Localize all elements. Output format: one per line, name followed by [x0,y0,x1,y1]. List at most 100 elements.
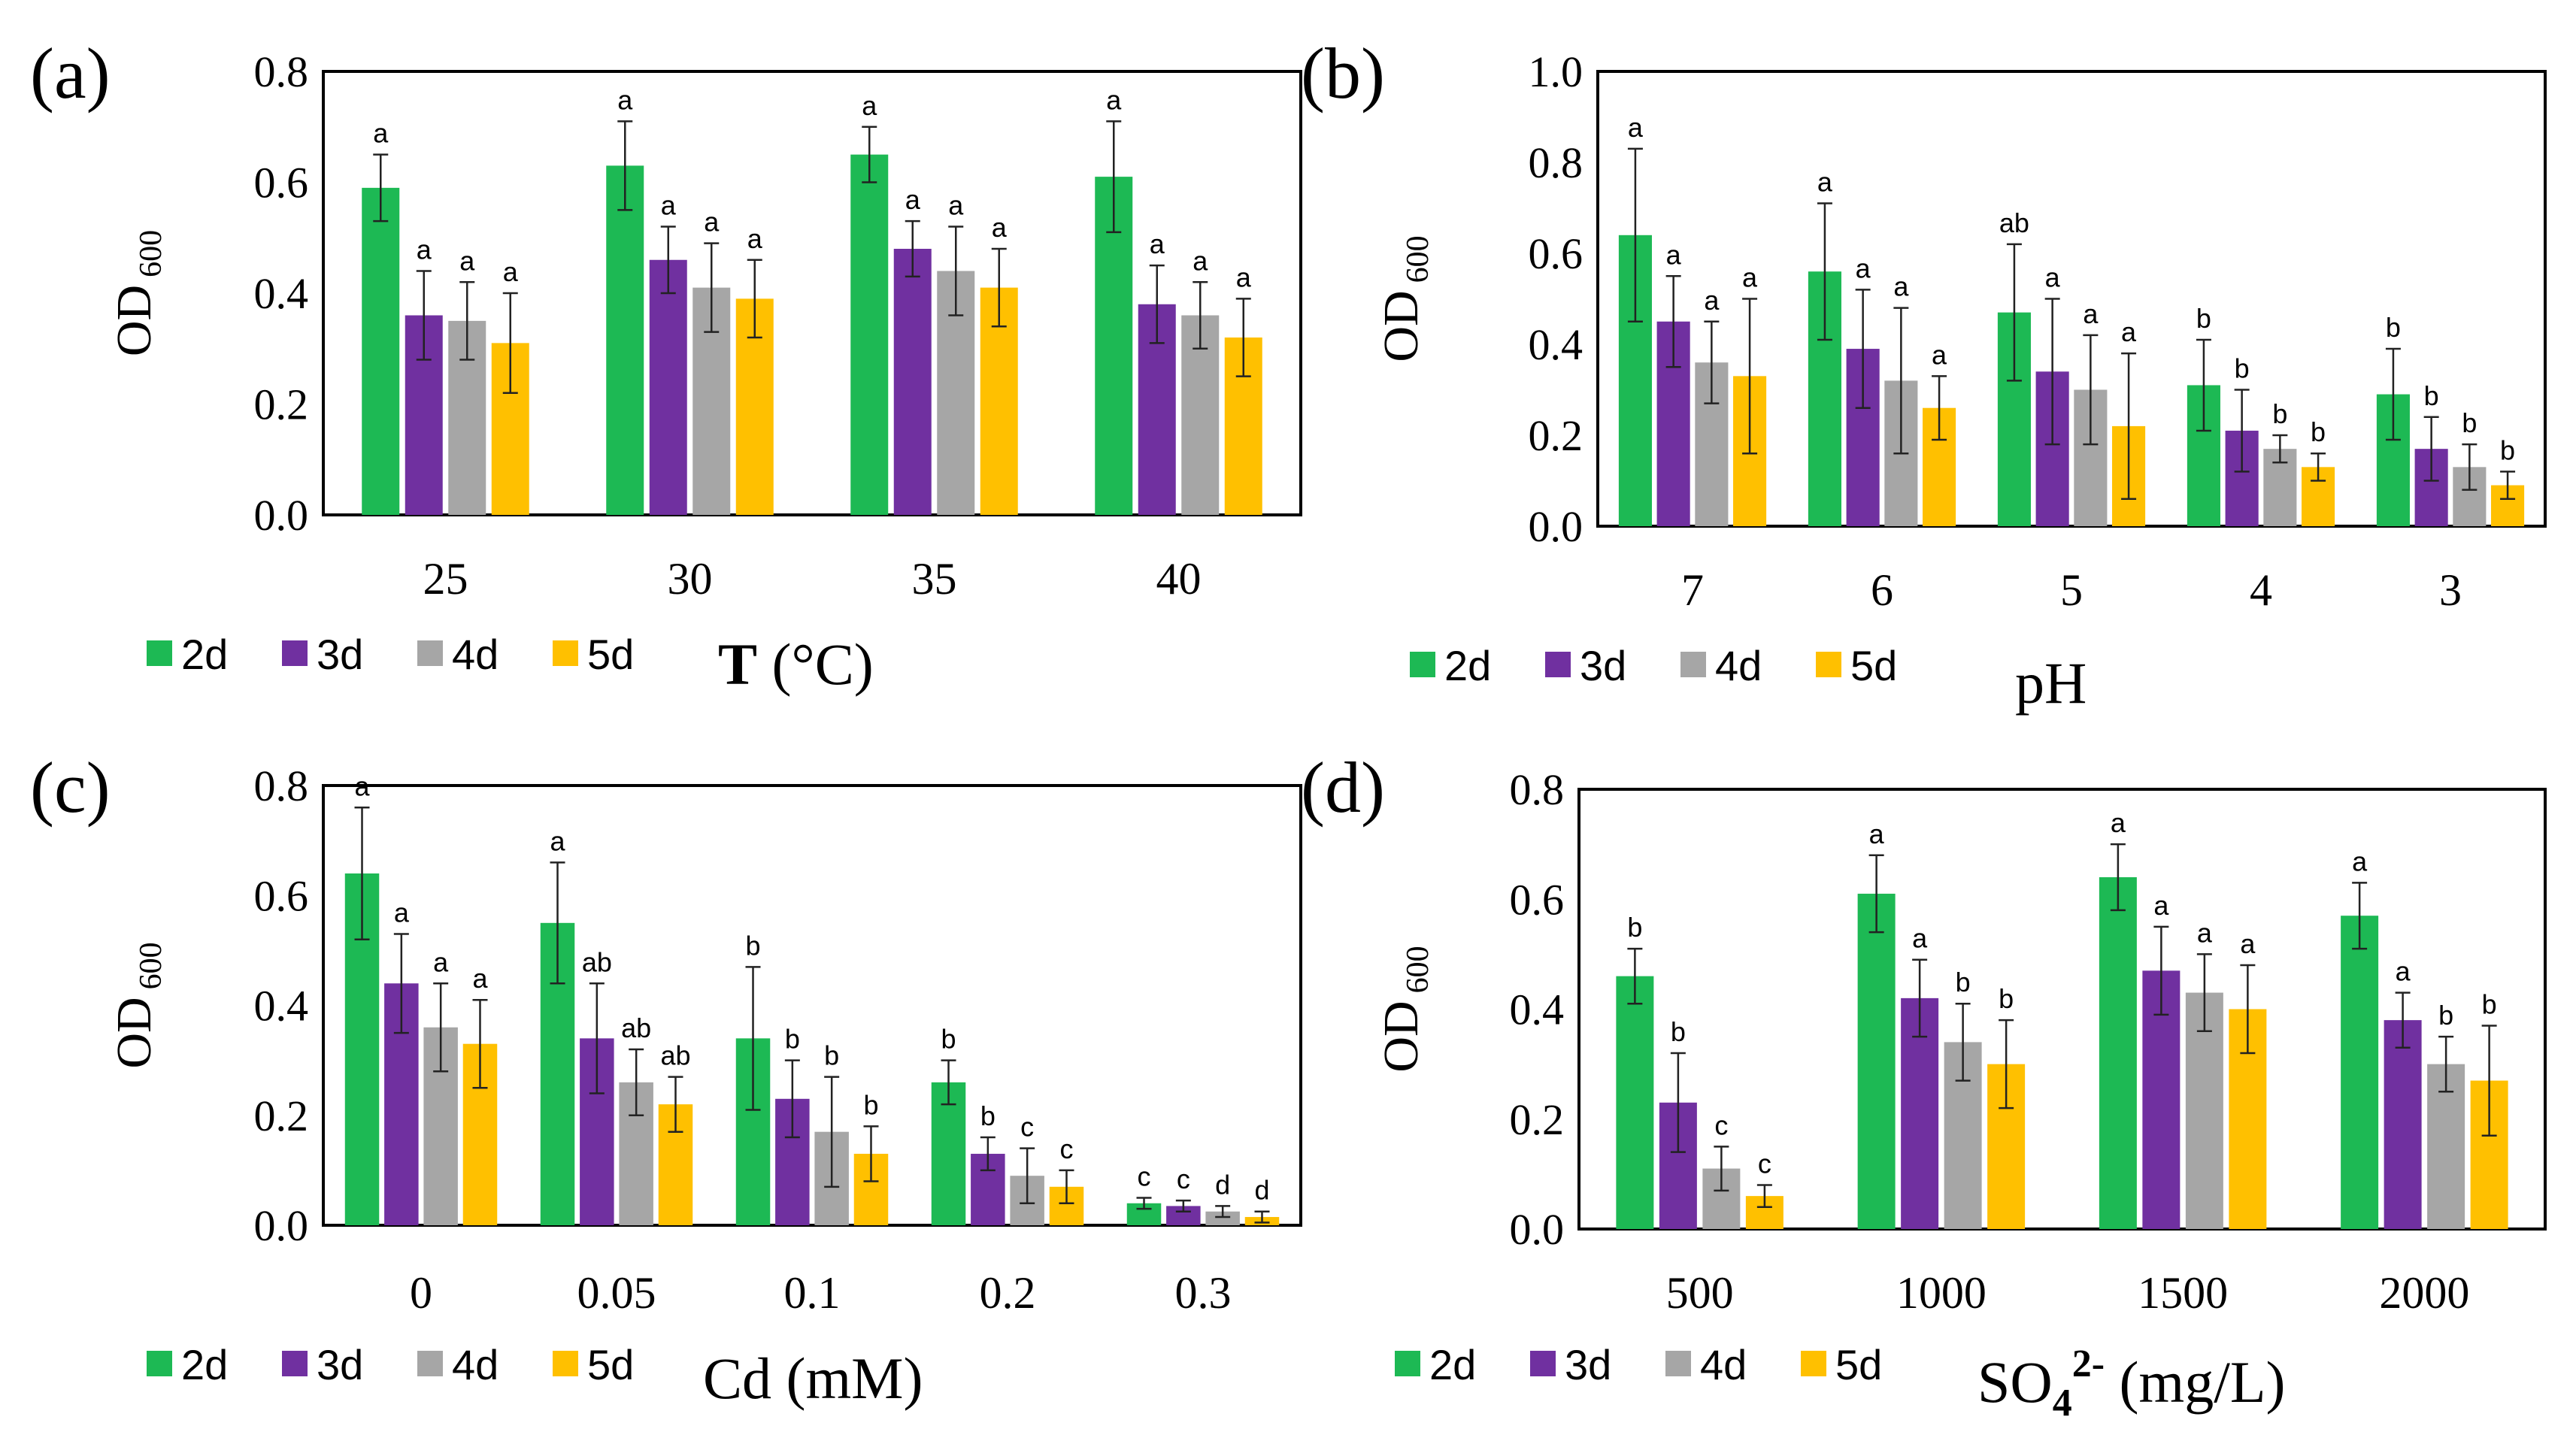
legend-label-3d: 3d [317,631,363,678]
bar-3d-35 [893,249,932,515]
significance-letter: a [661,190,677,221]
panel-label: (c) [30,747,111,828]
plot-frame [322,784,1302,1227]
significance-letter: a [747,223,763,254]
bar-2d-30 [606,165,644,515]
significance-letter: a [433,946,449,977]
x-category-label: 35 [912,554,957,604]
x-category-label: 0.1 [784,1268,841,1318]
significance-letter: c [1714,1109,1728,1140]
x-axis-label-sup: 2- [2072,1343,2105,1385]
legend-label-5d: 5d [1835,1341,1882,1388]
legend-label-4d: 4d [1700,1341,1747,1388]
y-axis-label-sub: 600 [134,230,168,277]
y-tick-label: 0.6 [1510,875,1565,924]
significance-letter: b [785,1024,800,1055]
significance-letter: b [745,930,760,961]
legend-swatch-5d [1801,1351,1826,1376]
y-tick-label: 1.0 [1529,47,1583,96]
significance-letter: b [824,1040,839,1071]
y-tick-label: 0.8 [1529,138,1583,187]
significance-letter: a [2352,846,2368,876]
legend-label-4d: 4d [452,1341,499,1388]
significance-letter: b [2462,407,2477,438]
bar-2d-35 [850,154,889,515]
significance-letter: b [1999,983,2014,1014]
x-axis-label-unit: (mM) [771,1346,923,1411]
significance-letter: b [2272,398,2287,429]
significance-letter: a [905,184,921,215]
y-tick-label: 0.6 [254,871,309,920]
significance-letter: a [550,825,565,856]
panel-4: (d)0.00.20.40.60.8OD600500bbcc1000aabb15… [1301,747,2547,1424]
y-tick-label: 0.0 [1529,502,1583,551]
significance-letter: b [1627,912,1642,943]
y-tick-label: 0.0 [1510,1205,1565,1254]
x-axis-label: Cd (mM) [703,1346,923,1411]
bar-2d-25 [362,187,400,515]
panel-label: (b) [1301,33,1385,114]
significance-letter: a [2197,917,2213,948]
legend-swatch-3d [282,640,308,666]
y-axis-label: OD 600 [107,230,168,356]
bar-2d-1500 [2099,877,2137,1229]
significance-letter: a [1666,239,1682,270]
legend-swatch-5d [553,1351,578,1376]
legend-label-4d: 4d [452,631,499,678]
significance-letter: b [2438,1000,2453,1031]
significance-letter: a [2240,928,2256,959]
legend-swatch-2d [147,1351,172,1376]
y-axis-label: OD 600 [1374,235,1435,362]
significance-letter: a [1704,285,1720,316]
y-axis-label-main: OD [107,997,162,1068]
x-category-label: 40 [1156,554,1202,604]
legend-label-2d: 2d [181,631,228,678]
y-axis-label-sub: 600 [134,942,168,989]
x-axis-label-main: SO [1977,1349,2053,1415]
significance-letter: b [2196,303,2211,334]
y-axis-label: OD 600 [1374,946,1435,1072]
significance-letter: ab [582,946,612,977]
x-axis-label: pH [2015,650,2087,716]
significance-letter: a [1856,253,1871,283]
significance-letter: a [2153,890,2169,921]
legend-swatch-4d [417,1351,443,1376]
y-tick-label: 0.8 [254,761,309,810]
significance-letter: a [503,256,519,287]
y-axis-label-main: OD [1374,290,1429,362]
legend-label-2d: 2d [181,1341,228,1388]
significance-letter: c [1758,1149,1771,1179]
significance-letter: a [617,84,633,115]
significance-letter: a [459,245,475,276]
significance-letter: a [992,212,1008,243]
significance-letter: b [2424,380,2439,411]
y-axis-label-sub: 600 [1401,235,1435,283]
significance-letter: a [394,897,410,928]
x-category-label: 6 [1871,565,1893,615]
legend-swatch-2d [1410,652,1435,677]
legend-swatch-3d [1530,1351,1556,1376]
significance-letter: b [1956,967,1971,997]
x-category-label: 4 [2250,565,2272,615]
x-axis-label: T (°C) [718,631,874,697]
significance-letter: ab [660,1040,690,1071]
significance-letter: a [2083,298,2099,329]
significance-letter: a [948,190,964,221]
panel-3: (c)0.00.20.40.60.8OD6000aaaa0.05aababab0… [30,747,1302,1411]
significance-letter: b [2311,416,2326,447]
y-axis-label: OD 600 [107,942,168,1068]
x-category-label: 0.05 [577,1268,656,1318]
legend-label-5d: 5d [587,1341,634,1388]
significance-letter: a [417,235,432,265]
panel-2: (b)0.00.20.40.60.81.0OD6007aaaa6aaaa5aba… [1301,33,2547,716]
significance-letter: a [373,118,389,149]
y-axis-label-main: OD [107,285,162,356]
significance-letter: c [1138,1161,1151,1191]
y-tick-label: 0.8 [1510,765,1565,814]
significance-letter: a [1817,166,1833,197]
x-axis-label-main: pH [2015,650,2087,716]
significance-letter: c [1059,1134,1073,1164]
bar-4d-0.3 [1205,1211,1240,1225]
